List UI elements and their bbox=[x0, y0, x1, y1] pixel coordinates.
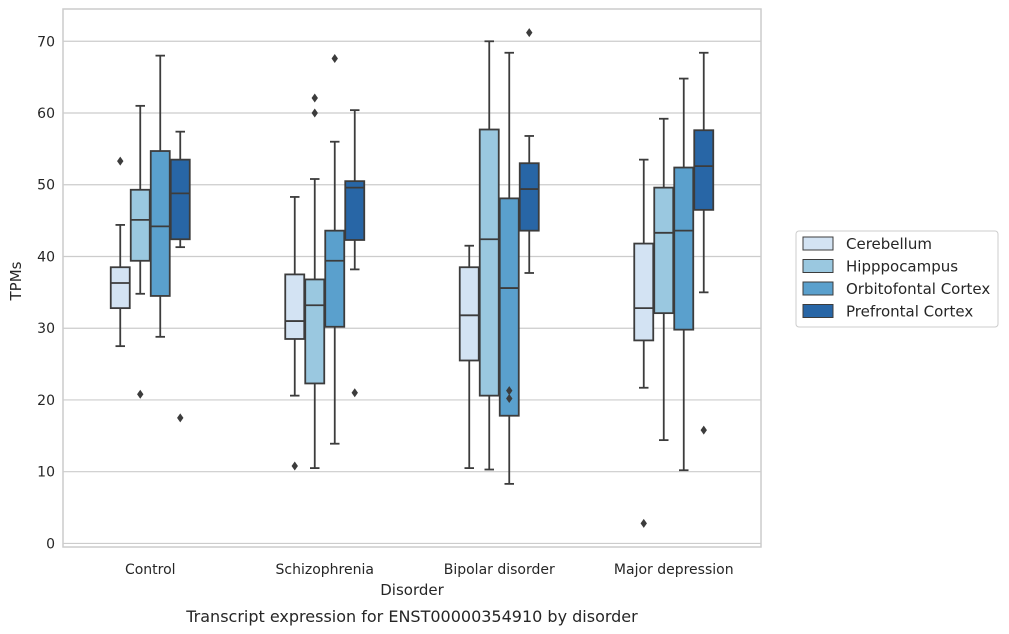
box-3-3 bbox=[693, 51, 715, 435]
outlier-point bbox=[351, 388, 358, 398]
legend-label: Orbitofontal Cortex bbox=[846, 280, 990, 298]
x-tick-label: Schizophrenia bbox=[276, 562, 374, 578]
box-0-2 bbox=[458, 244, 480, 469]
x-tick-label: Control bbox=[125, 562, 176, 578]
outlier-point bbox=[700, 425, 707, 435]
box-1-3 bbox=[653, 117, 675, 442]
box-body bbox=[693, 129, 715, 211]
box-body bbox=[518, 162, 540, 232]
box-body bbox=[149, 150, 171, 297]
box-body bbox=[284, 273, 306, 340]
x-axis-label: Disorder bbox=[380, 581, 444, 599]
box-body bbox=[673, 166, 695, 331]
outlier-point bbox=[311, 108, 318, 118]
box-0-3 bbox=[633, 158, 655, 528]
box-0-1 bbox=[284, 196, 306, 471]
box-body bbox=[304, 278, 326, 385]
legend-label: Prefrontal Cortex bbox=[846, 303, 973, 321]
box-body bbox=[169, 158, 191, 241]
legend-swatch bbox=[802, 281, 834, 296]
box-body bbox=[653, 186, 675, 315]
outlier-point bbox=[311, 93, 318, 103]
y-tick-label: 30 bbox=[37, 321, 55, 337]
box-body bbox=[498, 197, 520, 417]
y-axis-label: TPMs bbox=[7, 261, 25, 301]
y-tick-label: 0 bbox=[46, 536, 55, 552]
outlier-point bbox=[137, 389, 144, 399]
y-tick-label: 60 bbox=[37, 106, 55, 122]
legend: Cerebellum Hipppocampus Orbitofontal Corte… bbox=[795, 230, 999, 328]
y-tick-label: 40 bbox=[37, 249, 55, 265]
box-body bbox=[633, 242, 655, 342]
legend-swatch bbox=[802, 304, 834, 318]
box-3-1 bbox=[344, 109, 366, 398]
y-tick-label: 10 bbox=[37, 465, 55, 481]
outlier-point bbox=[117, 156, 124, 166]
legend-label: Cerebellum bbox=[846, 235, 932, 253]
box-body bbox=[129, 188, 151, 262]
outlier-point bbox=[177, 413, 184, 423]
outlier-point bbox=[291, 461, 298, 471]
outlier-point bbox=[506, 386, 513, 396]
box-body bbox=[344, 180, 366, 241]
box-3-2 bbox=[518, 28, 540, 274]
legend-frame bbox=[795, 230, 999, 328]
box-body bbox=[109, 266, 131, 310]
y-tick-label: 70 bbox=[37, 34, 55, 50]
plot-area bbox=[62, 8, 762, 548]
box-body bbox=[324, 229, 346, 328]
y-axis-ticks: 0 10 20 30 40 50 60 70 bbox=[37, 34, 55, 552]
box-1-0 bbox=[129, 104, 151, 399]
box-1-1 bbox=[304, 93, 326, 469]
outlier-point bbox=[640, 518, 647, 528]
box-3-0 bbox=[169, 130, 191, 423]
outlier-point bbox=[331, 53, 338, 63]
outlier-point bbox=[506, 394, 513, 404]
x-tick-label: Bipolar disorder bbox=[444, 562, 555, 578]
box-2-1 bbox=[324, 53, 346, 445]
x-axis-ticks: Control Schizophrenia Bipolar disorder Majo… bbox=[125, 562, 734, 578]
box-0-0 bbox=[109, 156, 131, 348]
box-2-2 bbox=[498, 51, 520, 485]
legend-swatch bbox=[802, 259, 834, 273]
y-tick-label: 20 bbox=[37, 393, 55, 409]
legend-label: Hipppocampus bbox=[846, 258, 958, 276]
box-groups bbox=[109, 28, 715, 528]
legend-swatch bbox=[802, 236, 834, 251]
box-body bbox=[478, 128, 500, 397]
box-body bbox=[458, 266, 480, 362]
box-2-3 bbox=[673, 77, 695, 472]
chart-caption: Transcript expression for ENST0000035491… bbox=[185, 607, 638, 626]
box-2-0 bbox=[149, 54, 171, 338]
x-tick-label: Major depression bbox=[614, 562, 734, 578]
y-tick-label: 50 bbox=[37, 178, 55, 194]
outlier-point bbox=[526, 28, 533, 38]
box-1-2 bbox=[478, 40, 500, 471]
